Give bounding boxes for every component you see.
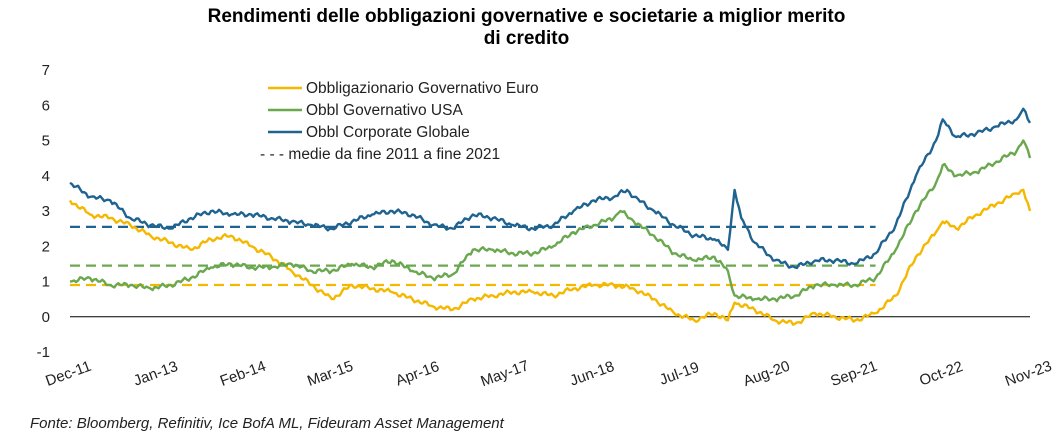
x-tick-label: Jul-19	[657, 359, 701, 389]
x-axis: Dec-11 Jan-13 Feb-14 Mar-15 Apr-16 May-17 Jun-…	[43, 316, 1053, 391]
y-tick-label: 0	[42, 309, 50, 326]
y-tick-label: 4	[42, 168, 50, 185]
y-tick-label: 3	[42, 203, 50, 220]
y-tick-label: 6	[42, 97, 50, 114]
x-tick-label: Sep-21	[828, 358, 879, 391]
y-tick-label: 7	[42, 62, 50, 79]
series-line	[68, 188, 1032, 326]
chart-title-line1: Rendimenti delle obbligazioni governativ…	[207, 6, 846, 27]
x-tick-label: Mar-15	[305, 358, 355, 390]
average-lines	[70, 225, 876, 287]
x-tick-label: Apr-16	[393, 358, 441, 389]
legend-label: Obbl Governativo USA	[306, 102, 463, 119]
x-tick-label: Nov-23	[1003, 358, 1053, 391]
x-tick-label: Jun-18	[568, 358, 617, 390]
x-tick-label: Aug-20	[741, 358, 792, 391]
series-line	[69, 107, 1032, 270]
series-line	[69, 139, 1032, 303]
legend-label: Obbl Corporate Globale	[306, 124, 470, 141]
y-axis: -1 0 1 2 3 4 5 6 7	[37, 62, 50, 361]
y-tick-label: 2	[42, 238, 50, 255]
legend-label: Obbligazionario Governativo Euro	[306, 80, 539, 97]
legend: Obbligazionario Governativo Euro Obbl Gov…	[260, 80, 539, 163]
x-tick-label: May-17	[478, 357, 531, 390]
y-tick-label: 5	[42, 133, 50, 150]
x-tick-label: Dec-11	[43, 358, 93, 390]
x-tick-label: Jan-13	[131, 358, 180, 390]
x-tick-label: Oct-22	[917, 358, 965, 389]
y-tick-label: 1	[42, 274, 50, 291]
series-lines	[68, 107, 1032, 326]
legend-averages-label: - - - medie da fine 2011 a fine 2021	[260, 146, 500, 163]
x-tick-label: Feb-14	[218, 358, 268, 390]
y-tick-label: -1	[37, 344, 50, 361]
chart-title: Rendimenti delle obbligazioni governativ…	[0, 6, 1053, 50]
source-note: Fonte: Bloomberg, Refinitiv, Ice BofA ML…	[30, 415, 504, 432]
chart-title-line2: di credito	[483, 28, 570, 49]
